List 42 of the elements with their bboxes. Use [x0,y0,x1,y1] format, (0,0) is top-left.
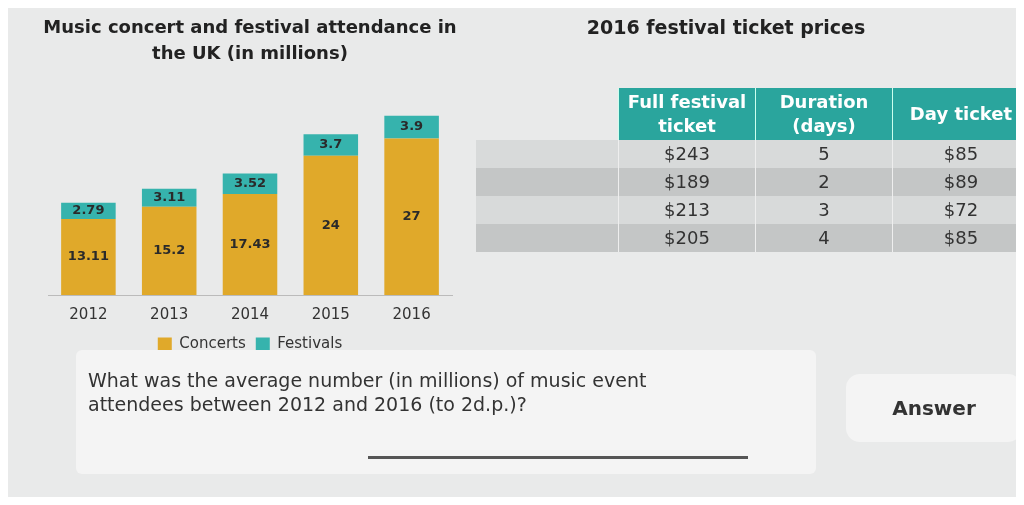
text: $85 [942,142,980,166]
data-label: 3.9 [400,118,424,134]
data-label: 15.2 [153,242,186,258]
bar [141,206,197,295]
x-tick-label: 2012 [69,304,108,323]
data-label: 3.7 [319,136,343,152]
text: 2 [755,168,893,196]
text: Full festival ticket [618,88,756,140]
text: 5 [755,140,893,168]
data-label: 24 [321,216,340,232]
chart-title: Music concert and festival attendance in the UK (in millions) [42,15,458,65]
bar [303,134,359,156]
legend-label: Festivals [277,334,343,353]
data-label: 27 [402,208,421,224]
text: 4 [755,224,893,252]
text: Day ticket [908,102,1014,126]
text: $89 [942,170,980,194]
text: What was the average number (in millions) of music event attendees between 2012 and 2016 (to 2d.p.)? [88,368,648,416]
text: $189 [618,168,756,196]
data-label: 13.11 [67,248,109,264]
x-tick-label: 2015 [311,304,350,323]
answer-button: Answer [846,374,1016,442]
text: $85 [942,226,980,250]
text: $205 [618,224,756,252]
legend-label: Concerts [179,334,246,353]
text: Duration (days) [755,88,893,140]
bar [61,218,116,295]
x-tick-label: 2014 [230,304,270,323]
bar [384,138,439,295]
x-tick-label: 2016 [392,304,431,323]
data-label: 3.52 [233,175,267,191]
x-tick-label: 2013 [150,304,189,323]
text: 3 [755,196,893,224]
text: 2016 festival ticket prices [585,15,867,40]
bar [222,193,278,295]
text: $213 [618,196,756,224]
bar [303,155,359,295]
data-label: 3.11 [153,189,186,205]
data-label: 2.79 [72,202,105,218]
text: $72 [942,198,980,222]
data-label: 17.43 [229,235,271,251]
text: $243 [618,140,756,168]
